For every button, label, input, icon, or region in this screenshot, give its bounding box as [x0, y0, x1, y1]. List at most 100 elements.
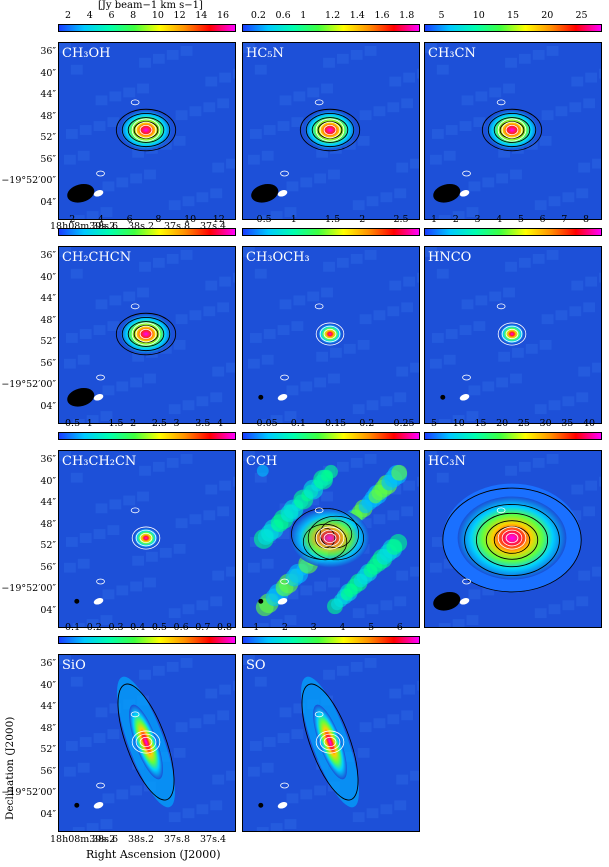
map-hc3n: [424, 450, 602, 628]
colorbar-tick-label: 7: [561, 214, 568, 225]
dec-tick-label: 52″: [40, 744, 56, 755]
colorbar-tick-label: 1.6: [374, 10, 390, 21]
dec-tick-label: 44″: [40, 701, 56, 712]
colorbar-cch: [242, 432, 420, 440]
colorbar-tick-label: 2.5: [151, 418, 167, 429]
dec-tick-label: 44″: [40, 89, 56, 100]
dec-tick-label: 04″: [40, 400, 56, 412]
colorbar-tick-label: 3: [173, 418, 180, 429]
map-ch3ch2cn: [58, 450, 236, 628]
ra-tick-label: 38s.6: [92, 834, 119, 845]
colorbar-tick-label: 0.2: [86, 622, 102, 633]
colorbar-tick-label: 6: [539, 214, 546, 225]
dec-tick-label: 48″: [40, 314, 56, 326]
colorbar-tick-label: 1: [253, 622, 260, 633]
colorbar-unit-label: [Jy beam−1 km s−1]: [98, 0, 203, 11]
map-ch2chcn: [58, 246, 236, 424]
colorbar-tick-label: 12: [212, 214, 225, 225]
ra-tick-label: 37s.4: [200, 221, 227, 232]
colorbar-tick-label: 6: [108, 10, 115, 21]
colorbar-tick-label: 2: [359, 214, 366, 225]
panel-label-ch3oh: CH₃OH: [62, 46, 111, 61]
colorbar-tick-label: 0.2: [250, 10, 266, 21]
colorbar-ch3ch2cn: [58, 432, 236, 440]
ra-tick-label: 38s.2: [128, 834, 155, 845]
dec-tick-label: 36″: [40, 250, 56, 261]
map-so: [242, 654, 420, 832]
dec-tick-label: 52″: [40, 336, 56, 347]
colorbar-tick-label: 5: [438, 10, 445, 21]
panel-label-cch: CCH: [246, 454, 278, 469]
colorbar-tick-label: 4: [496, 214, 503, 225]
colorbar-tick-label: 4: [216, 418, 224, 429]
colorbar-tick-label: 5: [368, 622, 375, 633]
ra-tick-label: 37s.8: [164, 221, 191, 232]
colorbar-tick-label: 2: [130, 418, 137, 429]
colorbar-tick-label: 1: [290, 214, 297, 225]
colorbar-tick-label: 4: [86, 10, 93, 21]
colorbar-ch2chcn: [58, 228, 236, 236]
panel-label-sio: SiO: [62, 658, 86, 673]
colorbar-hc5n: [242, 24, 420, 32]
dec-tick-label: −19°52′00″: [1, 787, 56, 798]
colorbar-tick-label: 0.5: [65, 418, 81, 429]
colorbar-tick-label: 14: [195, 10, 208, 21]
colorbar-hnco: [424, 228, 602, 236]
colorbar-tick-label: 1: [431, 214, 438, 225]
colorbar-tick-label: 10: [151, 10, 164, 21]
colorbar-ch3cn: [424, 24, 602, 32]
colorbar-tick-label: 0.5: [256, 214, 272, 225]
panel-label-hc3n: HC₃N: [428, 454, 466, 469]
panel-label-hc5n: HC₅N: [246, 46, 284, 61]
colorbar-tick-label: 12: [173, 10, 186, 21]
map-ch3och3: [242, 246, 420, 424]
dec-tick-label: 56″: [40, 561, 56, 573]
dec-tick-label: −19°52′00″: [1, 583, 56, 594]
dec-tick-label: 52″: [40, 540, 56, 551]
colorbar-tick-label: 15: [474, 418, 487, 429]
colorbar-tick-label: 16: [216, 10, 230, 21]
colorbar-tick-label: 3: [310, 622, 317, 633]
colorbar-tick-label: 1.5: [325, 214, 341, 225]
colorbar-tick-label: 0.25: [393, 418, 415, 429]
dec-tick-label: −19°52′00″: [1, 379, 56, 390]
dec-tick-label: 04″: [40, 604, 56, 616]
panel-label-hnco: HNCO: [428, 250, 472, 265]
colorbar-tick-label: 20: [496, 418, 509, 429]
dec-tick-label: 36″: [40, 46, 56, 57]
colorbar-tick-label: 30: [539, 418, 552, 429]
colorbar-tick-label: 0.5: [151, 622, 167, 633]
colorbar-tick-label: 0.15: [325, 418, 347, 429]
dec-tick-label: 48″: [40, 110, 56, 122]
colorbar-tick-label: 0.7: [195, 622, 211, 633]
colorbar-hc3n: [424, 432, 602, 440]
dec-tick-label: 04″: [40, 196, 56, 208]
dec-tick-label: 48″: [40, 722, 56, 734]
map-hc5n: [242, 42, 420, 220]
dec-tick-label: 40″: [40, 475, 56, 487]
colorbar-tick-label: 0.8: [216, 622, 233, 633]
colorbar-tick-label: 4: [97, 214, 104, 225]
colorbar-tick-label: 3.5: [195, 418, 211, 429]
colorbar-sio: [58, 636, 236, 644]
colorbar-tick-label: 8: [155, 214, 162, 225]
panel-label-ch3ch2cn: CH₃CH₂CN: [62, 454, 137, 469]
map-sio: [58, 654, 236, 832]
colorbar-tick-label: 6: [396, 622, 403, 633]
colorbar-tick-label: 10: [452, 418, 465, 429]
colorbar-tick-label: 2: [69, 214, 76, 225]
colorbar-tick-label: 10: [472, 10, 485, 21]
colorbar-tick-label: 1.5: [108, 418, 124, 429]
colorbar-tick-label: 0.6: [275, 10, 291, 21]
dec-tick-label: 04″: [40, 808, 56, 820]
y-axis-title: Declination (J2000): [4, 716, 16, 820]
colorbar-tick-label: 5: [517, 214, 524, 225]
panel-label-ch3cn: CH₃CN: [428, 46, 476, 61]
colorbar-tick-label: 2: [65, 10, 72, 21]
colorbar-tick-label: 2: [281, 622, 288, 633]
dec-tick-label: 56″: [40, 357, 56, 369]
ra-tick-label: 37s.8: [164, 834, 191, 845]
colorbar-tick-label: 10: [184, 214, 197, 225]
colorbar-tick-label: 0.1: [65, 622, 81, 633]
dec-tick-label: 56″: [40, 153, 56, 165]
